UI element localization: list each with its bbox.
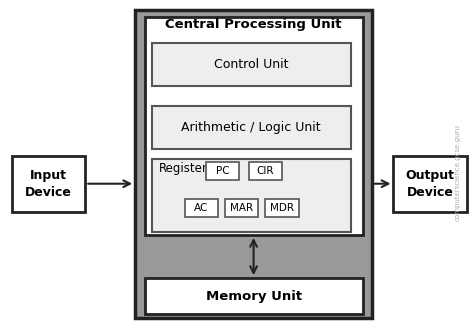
Text: PC: PC: [216, 166, 229, 176]
Text: AC: AC: [194, 203, 209, 213]
Bar: [12, 156, 85, 212]
Bar: [265, 199, 299, 217]
Bar: [152, 43, 351, 86]
Bar: [152, 106, 351, 149]
Text: Control Unit: Control Unit: [214, 58, 289, 71]
Text: Central Processing Unit: Central Processing Unit: [165, 18, 342, 31]
Bar: [135, 10, 372, 318]
Text: Input
Device: Input Device: [25, 169, 72, 199]
Bar: [152, 159, 351, 232]
Bar: [185, 199, 218, 217]
Text: Registers: Registers: [159, 162, 214, 175]
Text: MDR: MDR: [270, 203, 294, 213]
Bar: [145, 17, 363, 235]
Text: MAR: MAR: [230, 203, 253, 213]
Text: Memory Unit: Memory Unit: [206, 290, 301, 303]
Bar: [225, 199, 258, 217]
Bar: [249, 162, 282, 180]
Text: CIR: CIR: [257, 166, 274, 176]
Text: computerscience.gcse.guru: computerscience.gcse.guru: [455, 124, 460, 220]
Text: Arithmetic / Logic Unit: Arithmetic / Logic Unit: [182, 121, 321, 134]
Bar: [393, 156, 467, 212]
Bar: [206, 162, 239, 180]
Text: Output
Device: Output Device: [406, 169, 455, 199]
Bar: [145, 278, 363, 314]
